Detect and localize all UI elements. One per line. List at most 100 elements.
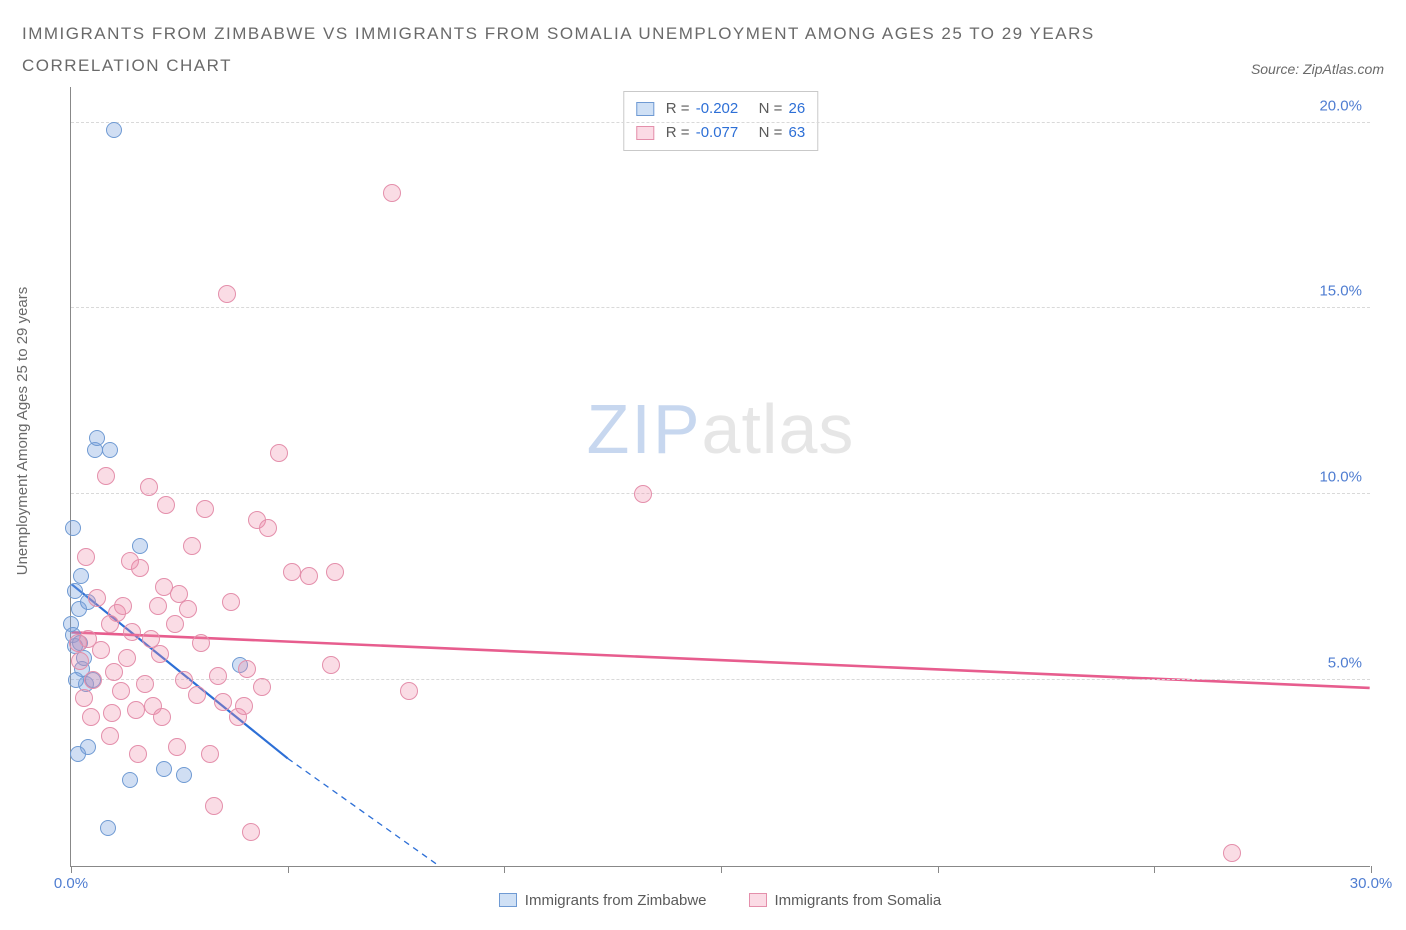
x-tick [1371,866,1372,873]
data-point-somalia [214,693,232,711]
swatch-somalia [749,893,767,907]
data-point-zimbabwe [122,772,138,788]
n-label: N = [759,100,783,117]
data-point-somalia [123,623,141,641]
gridline [71,493,1370,494]
data-point-zimbabwe [156,761,172,777]
data-point-somalia [326,563,344,581]
data-point-somalia [383,184,401,202]
n-label: N = [759,124,783,141]
watermark-atlas: atlas [702,390,855,468]
chart-container: Unemployment Among Ages 25 to 29 years Z… [22,87,1382,907]
legend-label-somalia: Immigrants from Somalia [775,892,942,909]
data-point-somalia [1223,844,1241,862]
gridline [71,307,1370,308]
x-tick-label-right: 30.0% [1350,875,1393,892]
data-point-somalia [77,548,95,566]
data-point-somalia [151,645,169,663]
trendline-zimbabwe-extrapolated [288,758,439,866]
data-point-somalia [259,519,277,537]
plot-area: ZIPatlas R = -0.202 N = 26 R = -0.077 N … [70,87,1370,867]
n-value-zimbabwe: 26 [789,100,806,117]
data-point-somalia [88,589,106,607]
data-point-somalia [112,682,130,700]
r-label: R = [666,124,690,141]
data-point-somalia [634,485,652,503]
source-attribution: Source: ZipAtlas.com [1251,61,1384,83]
x-tick [938,866,939,873]
data-point-zimbabwe [100,820,116,836]
data-point-somalia [84,671,102,689]
data-point-somalia [136,675,154,693]
data-point-zimbabwe [176,767,192,783]
r-value-zimbabwe: -0.202 [696,100,739,117]
data-point-somalia [300,567,318,585]
data-point-zimbabwe [132,538,148,554]
data-point-zimbabwe [102,442,118,458]
data-point-somalia [179,600,197,618]
legend-label-zimbabwe: Immigrants from Zimbabwe [525,892,707,909]
data-point-somalia [166,615,184,633]
y-tick-label: 20.0% [1319,97,1362,114]
data-point-somalia [155,578,173,596]
data-point-zimbabwe [70,746,86,762]
stats-row-somalia: R = -0.077 N = 63 [636,121,805,145]
data-point-somalia [149,597,167,615]
n-value-somalia: 63 [789,124,806,141]
watermark-zip: ZIP [587,390,702,468]
r-label: R = [666,100,690,117]
data-point-zimbabwe [73,568,89,584]
data-point-somalia [127,701,145,719]
data-point-zimbabwe [89,430,105,446]
stats-legend-box: R = -0.202 N = 26 R = -0.077 N = 63 [623,91,818,151]
data-point-somalia [201,745,219,763]
swatch-somalia [636,126,654,140]
data-point-somalia [270,444,288,462]
data-point-somalia [235,697,253,715]
data-point-somalia [82,708,100,726]
y-tick-label: 5.0% [1328,654,1362,671]
data-point-somalia [153,708,171,726]
x-tick [71,866,72,873]
data-point-somalia [118,649,136,667]
data-point-somalia [196,500,214,518]
swatch-zimbabwe [499,893,517,907]
x-tick [504,866,505,873]
stats-row-zimbabwe: R = -0.202 N = 26 [636,97,805,121]
legend-item-zimbabwe: Immigrants from Zimbabwe [499,892,707,909]
y-axis-label: Unemployment Among Ages 25 to 29 years [14,287,31,576]
data-point-somalia [97,467,115,485]
data-point-somalia [114,597,132,615]
data-point-zimbabwe [65,520,81,536]
data-point-somalia [71,652,89,670]
data-point-somalia [205,797,223,815]
chart-title: IMMIGRANTS FROM ZIMBABWE VS IMMIGRANTS F… [22,18,1142,83]
source-name: ZipAtlas.com [1303,61,1384,77]
data-point-somalia [157,496,175,514]
data-point-somalia [175,671,193,689]
source-prefix: Source: [1251,61,1303,77]
x-tick [721,866,722,873]
data-point-somalia [222,593,240,611]
data-point-zimbabwe [68,672,84,688]
y-tick-label: 15.0% [1319,283,1362,300]
data-point-somalia [105,663,123,681]
bottom-legend: Immigrants from Zimbabwe Immigrants from… [70,892,1370,909]
data-point-somalia [322,656,340,674]
trendlines-svg [71,87,1370,866]
data-point-somalia [192,634,210,652]
data-point-somalia [188,686,206,704]
data-point-somalia [101,727,119,745]
gridline [71,122,1370,123]
data-point-somalia [209,667,227,685]
data-point-somalia [238,660,256,678]
x-tick-label-left: 0.0% [54,875,88,892]
legend-item-somalia: Immigrants from Somalia [749,892,942,909]
data-point-somalia [69,634,87,652]
data-point-somalia [218,285,236,303]
data-point-somalia [140,478,158,496]
data-point-somalia [121,552,139,570]
x-tick [288,866,289,873]
data-point-somalia [283,563,301,581]
data-point-somalia [129,745,147,763]
